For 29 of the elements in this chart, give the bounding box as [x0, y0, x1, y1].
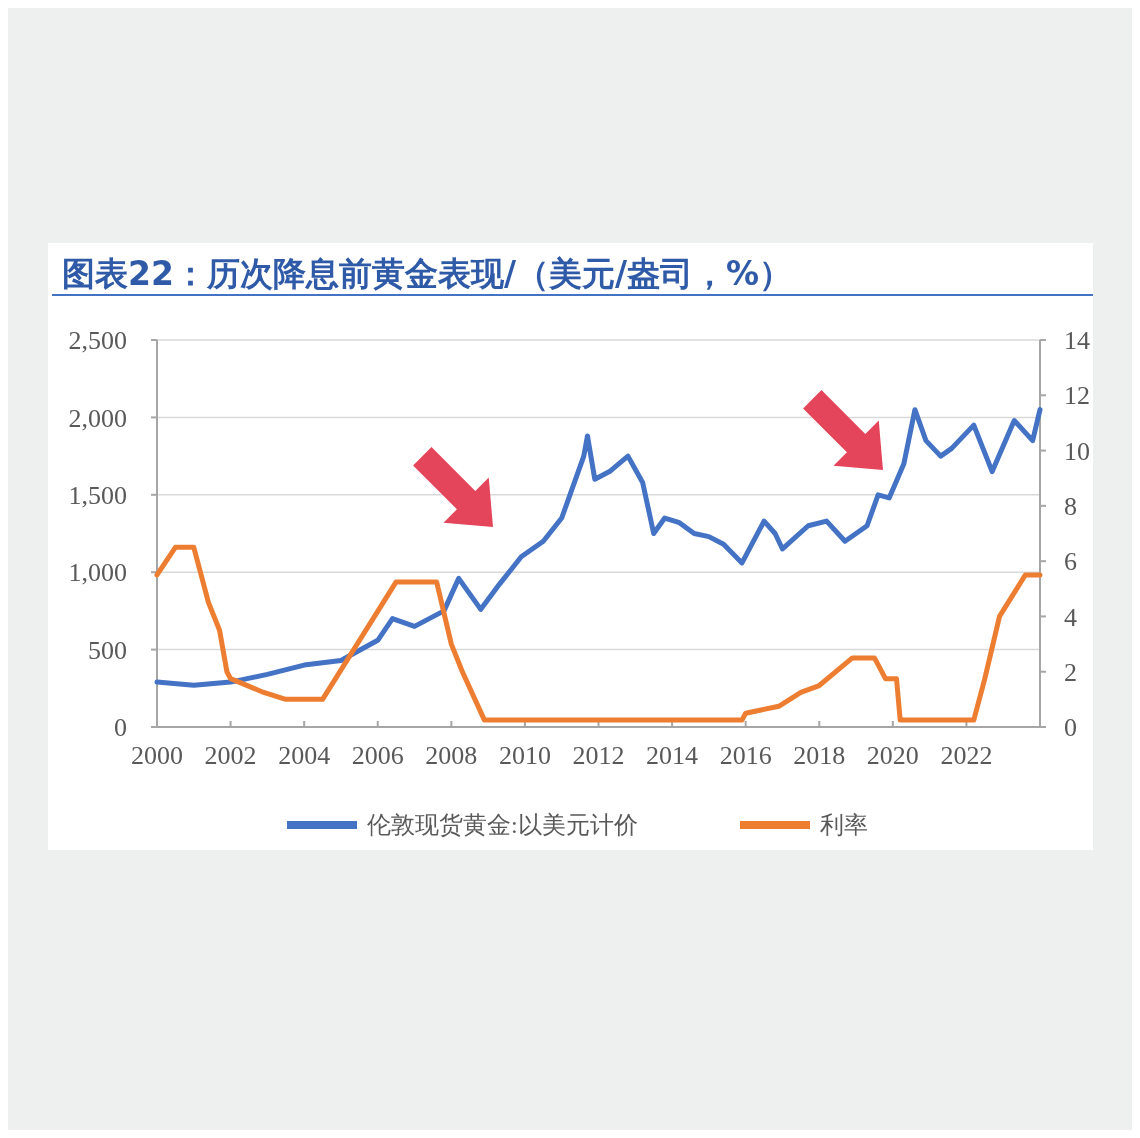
x-tick-label: 2018: [793, 741, 846, 770]
legend-label: 伦敦现货黄金:以美元计价: [367, 812, 638, 839]
x-tick-label: 2006: [351, 741, 404, 770]
x-tick-label: 2008: [425, 741, 478, 770]
x-tick-label: 2014: [646, 741, 699, 770]
y2-tick-label: 6: [1064, 547, 1077, 577]
y2-tick-label: 2: [1064, 657, 1077, 687]
y-tick-label: 500: [88, 635, 127, 665]
x-tick-label: 2000: [131, 741, 183, 770]
x-tick-label: 2020: [866, 741, 919, 770]
y2-tick-label: 12: [1064, 381, 1090, 411]
y-tick-label: 1,500: [68, 480, 127, 510]
y2-tick-label: 10: [1064, 436, 1090, 466]
x-tick-label: 2004: [278, 741, 331, 770]
legend-label: 利率: [820, 812, 868, 839]
x-tick-label: 2010: [498, 741, 551, 770]
x-tick-label: 2012: [572, 741, 625, 770]
y2-tick-label: 14: [1064, 326, 1090, 356]
x-tick-label: 2022: [940, 741, 993, 770]
y2-tick-label: 8: [1064, 491, 1077, 521]
x-tick-label: 2016: [719, 741, 772, 770]
y2-tick-label: 0: [1064, 713, 1077, 743]
y-tick-label: 1,000: [68, 558, 127, 588]
x-tick-label: 2002: [204, 741, 257, 770]
y-tick-label: 2,500: [68, 326, 127, 356]
y-tick-label: 2,000: [68, 403, 127, 433]
y2-tick-label: 4: [1064, 602, 1077, 632]
chart-title: 图表22：历次降息前黄金表现/（美元/盎司，%）: [62, 254, 793, 293]
y-tick-label: 0: [114, 713, 127, 743]
